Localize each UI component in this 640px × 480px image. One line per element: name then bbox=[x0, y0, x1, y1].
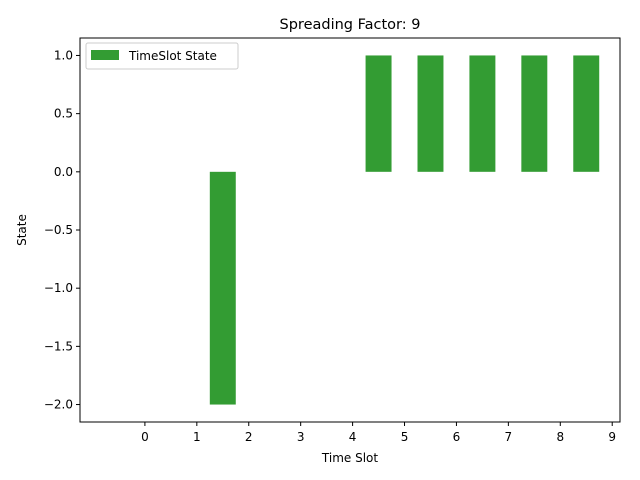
y-tick-label: −2.0 bbox=[44, 398, 73, 412]
bar-9 bbox=[573, 55, 600, 172]
y-tick-label: −0.5 bbox=[44, 223, 73, 237]
y-axis-label: State bbox=[15, 214, 29, 246]
x-tick-label: 9 bbox=[608, 430, 616, 444]
y-tick-label: 0.5 bbox=[54, 107, 73, 121]
x-tick-label: 1 bbox=[193, 430, 201, 444]
y-tick-label: 1.0 bbox=[54, 48, 73, 62]
bar-6 bbox=[417, 55, 444, 172]
bar-5 bbox=[365, 55, 392, 172]
x-axis-ticks: 0 1 2 3 4 5 6 7 8 9 bbox=[141, 422, 616, 444]
x-tick-label: 0 bbox=[141, 430, 149, 444]
y-axis-ticks: 1.0 0.5 0.0 −0.5 −1.0 −1.5 −2.0 bbox=[44, 48, 80, 412]
legend-swatch bbox=[91, 50, 119, 60]
plot-frame bbox=[79, 37, 621, 423]
legend: TimeSlot State bbox=[85, 42, 239, 70]
chart-title: Spreading Factor: 9 bbox=[280, 17, 421, 33]
bar-7 bbox=[469, 55, 496, 172]
x-axis-label: Time Slot bbox=[321, 451, 378, 465]
x-tick-label: 3 bbox=[297, 430, 305, 444]
bar-8 bbox=[521, 55, 548, 172]
x-tick-label: 5 bbox=[401, 430, 409, 444]
x-tick-label: 8 bbox=[556, 430, 564, 444]
legend-box bbox=[85, 42, 239, 70]
x-tick-label: 4 bbox=[349, 430, 357, 444]
x-tick-label: 6 bbox=[453, 430, 461, 444]
bars-group bbox=[209, 55, 600, 405]
bar-2 bbox=[209, 171, 236, 405]
x-tick-label: 2 bbox=[245, 430, 253, 444]
y-tick-label: −1.0 bbox=[44, 281, 73, 295]
legend-label: TimeSlot State bbox=[128, 49, 217, 63]
y-tick-label: −1.5 bbox=[44, 339, 73, 353]
x-tick-label: 7 bbox=[505, 430, 513, 444]
y-tick-label: 0.0 bbox=[54, 165, 73, 179]
